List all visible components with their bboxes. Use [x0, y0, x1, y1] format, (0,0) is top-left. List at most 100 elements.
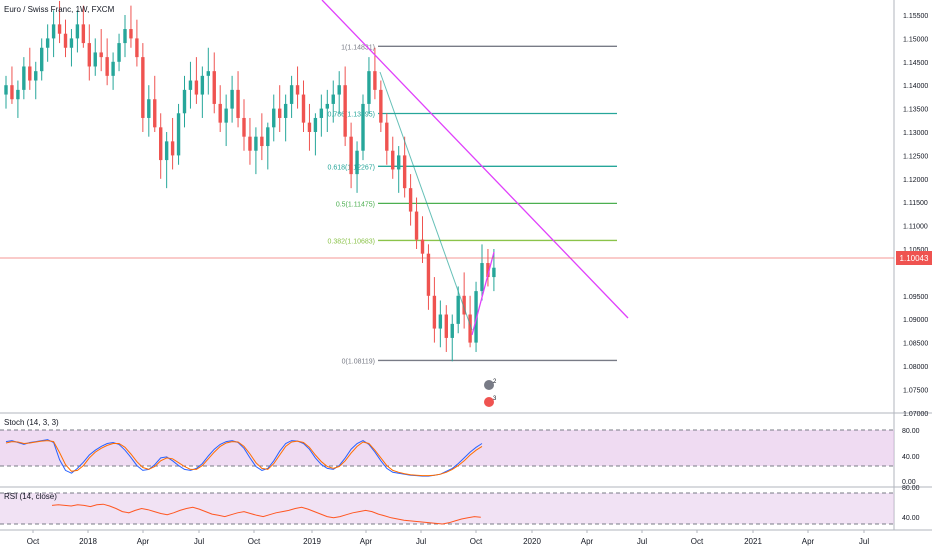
time-axis-label: Apr — [137, 537, 150, 546]
candle-body — [51, 24, 56, 39]
candle-body — [397, 155, 401, 170]
candle-body — [45, 38, 50, 48]
stoch-tick-0: 0.00 — [902, 479, 916, 486]
candle-body — [34, 71, 38, 81]
candle-body — [212, 71, 216, 104]
price-tick-label: 1.15000 — [903, 36, 928, 43]
candle-body — [254, 136, 258, 151]
candle-body — [385, 122, 389, 151]
time-axis-label: Oct — [27, 537, 40, 546]
candle-body — [194, 80, 199, 95]
candle-body — [391, 150, 395, 170]
candle-body — [432, 295, 437, 329]
price-tick-label: 1.14500 — [903, 60, 928, 67]
fib-level-label: 1(1.14831) — [341, 44, 375, 51]
candle-body — [319, 108, 324, 118]
symbol-title: Euro / Swiss Franc, 1W, FXCM — [4, 5, 115, 14]
candle-body — [111, 61, 115, 76]
candle-body — [230, 89, 234, 109]
candle-body — [295, 85, 300, 95]
candle-body — [16, 89, 20, 100]
fib-level-label: 0.786(1.13395) — [328, 112, 375, 119]
time-axis-label: 2020 — [523, 537, 541, 546]
rsi-line — [51, 503, 481, 525]
candle-body — [325, 103, 329, 109]
candle-body — [337, 85, 341, 95]
time-axis-labels[interactable]: Oct 2018 Apr Jul Oct 2019 Apr Jul Oct 2020 Apr Jul O… — [27, 530, 870, 546]
candle-body — [242, 117, 246, 137]
stoch-title[interactable]: Stoch (14, 3, 3) — [4, 418, 59, 427]
candle-body — [69, 38, 74, 48]
candle-body — [135, 38, 139, 58]
candle-body — [289, 85, 294, 104]
time-axis-label: Apr — [581, 537, 594, 546]
price-tick-label: 1.11000 — [903, 224, 928, 231]
time-axis-label: Oct — [691, 537, 704, 546]
candle-body — [117, 43, 121, 62]
candle-body — [147, 99, 151, 118]
candle-body — [10, 85, 14, 100]
candle-body — [480, 263, 484, 292]
candle-body — [313, 117, 318, 132]
candle-body — [218, 103, 222, 123]
event-marker-icon[interactable] — [484, 397, 494, 407]
event-markers[interactable]: 2 3 — [484, 379, 497, 407]
candle-body — [367, 71, 371, 104]
candle-body — [159, 127, 163, 161]
candle-body — [176, 113, 181, 156]
candle-body — [331, 94, 335, 104]
upward-channel-line[interactable] — [471, 251, 495, 336]
time-axis-label: Jul — [194, 537, 204, 546]
candle-body — [307, 122, 312, 132]
stoch-band — [0, 430, 894, 466]
time-axis-label: 2019 — [303, 537, 321, 546]
stoch-tick-40: 40.00 — [902, 454, 920, 461]
candle-body — [75, 24, 80, 39]
candle-body — [379, 89, 383, 123]
candlestick-series — [4, 0, 496, 362]
price-tick-label: 1.08000 — [903, 364, 928, 371]
fib-level-label: 0.5(1.11475) — [336, 201, 375, 208]
candle-body — [141, 57, 145, 118]
candle-body — [87, 43, 91, 67]
time-axis-label: Apr — [802, 537, 815, 546]
secondary-trend-line[interactable] — [379, 71, 473, 331]
candle-body — [99, 52, 103, 58]
rsi-title[interactable]: RSI (14, close) — [4, 492, 57, 501]
rsi-tick-40: 40.00 — [902, 515, 920, 522]
candle-body — [462, 295, 466, 315]
candle-body — [272, 108, 276, 128]
time-axis-label: 2021 — [744, 537, 762, 546]
main-downtrend-line[interactable] — [321, 0, 629, 319]
candle-body — [283, 103, 288, 118]
fib-level-label: 0(1.08119) — [342, 358, 375, 365]
candle-body — [373, 71, 377, 90]
candle-body — [420, 239, 425, 254]
current-price-badge — [896, 251, 932, 265]
price-tick-label: 1.12500 — [903, 153, 928, 160]
rsi-tick-80: 80.00 — [902, 485, 920, 492]
candle-body — [266, 127, 270, 147]
trendlines[interactable] — [321, 0, 629, 336]
event-marker-icon[interactable] — [484, 380, 494, 390]
candle-body — [343, 85, 347, 137]
candle-body — [28, 66, 32, 81]
price-tick-label: 1.13500 — [903, 107, 928, 114]
event-marker-label-3: 3 — [493, 396, 497, 402]
candle-body — [170, 141, 175, 156]
current-price-label: 1.10043 — [900, 254, 929, 263]
candle-body — [164, 141, 169, 161]
stoch-tick-80: 80.00 — [902, 428, 920, 435]
event-marker-label-2: 2 — [493, 379, 497, 385]
fib-retracement[interactable]: 1(1.14831)0.786(1.13395)0.618(1.12267)0.… — [328, 44, 617, 365]
price-tick-label: 1.07000 — [903, 411, 928, 418]
candle-body — [22, 66, 26, 90]
candle-body — [444, 314, 448, 338]
candle-body — [426, 253, 431, 296]
price-axis-ticks[interactable]: 1.15500 1.15000 1.14500 1.14000 1.13500 1.130… — [903, 13, 928, 418]
candle-body — [408, 188, 413, 212]
candle-body — [40, 47, 44, 72]
candle-body — [361, 103, 365, 151]
